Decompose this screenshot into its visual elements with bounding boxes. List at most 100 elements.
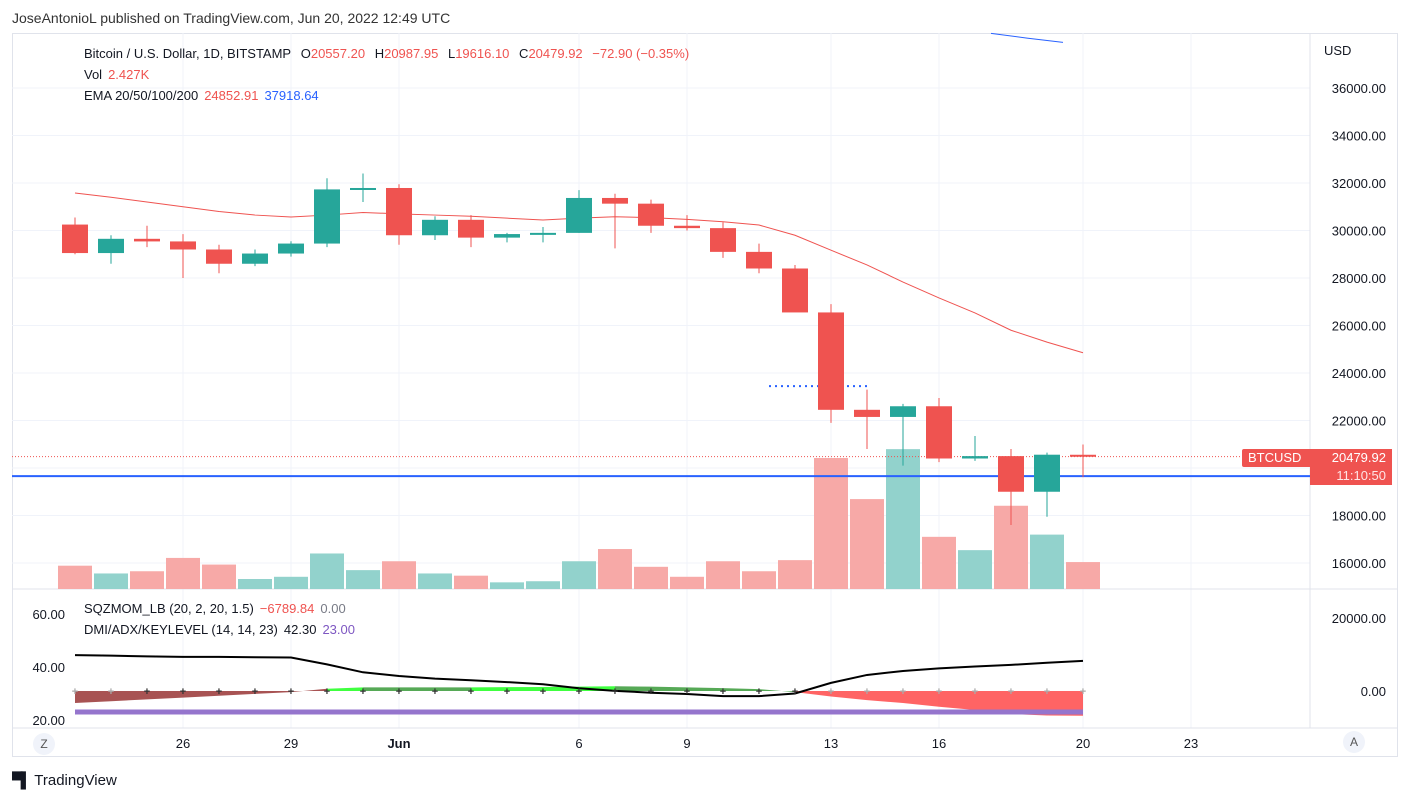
price-tick: 18000.00 (1332, 509, 1386, 524)
volume-bar (166, 557, 200, 589)
squeeze-dot: + (864, 686, 870, 698)
time-tick: 26 (176, 736, 190, 751)
volume-bar (1066, 562, 1100, 589)
momentum-area (399, 687, 435, 691)
volume-bar (130, 571, 164, 589)
adx-value: 42.30 (283, 622, 317, 637)
publish-info: JoseAntonioL published on TradingView.co… (12, 10, 451, 26)
squeeze-dot: + (216, 686, 222, 698)
candle-body (854, 409, 880, 417)
volume-bar (418, 573, 452, 589)
momentum-area (975, 691, 1011, 714)
low-value: 19616.10 (455, 46, 510, 61)
squeeze-dot: + (576, 686, 582, 698)
volume-bar (742, 571, 776, 589)
squeeze-dot: + (684, 686, 690, 698)
volume-bar (526, 581, 560, 589)
candle-body (746, 251, 772, 269)
squeeze-dot: + (504, 686, 510, 698)
brand-name: TradingView (34, 772, 117, 789)
candle-body (566, 197, 592, 233)
time-tick: 9 (683, 736, 690, 751)
price-tick: 32000.00 (1332, 176, 1386, 191)
volume-bar (310, 553, 344, 589)
momentum-area (75, 691, 111, 704)
ema50-line (990, 32, 1064, 43)
squeeze-dot: + (972, 686, 978, 698)
candle-body (422, 219, 448, 236)
squeeze-dot: + (1044, 686, 1050, 698)
close-value: 20479.92 (528, 46, 583, 61)
squeeze-dot: + (828, 686, 834, 698)
low-label: L (447, 46, 456, 61)
candle-body (890, 406, 916, 417)
momentum-area (939, 691, 975, 710)
candle-body (314, 189, 340, 244)
squeeze-dot: + (792, 686, 798, 698)
candle-body (710, 228, 736, 252)
vol-value: 2.427K (108, 67, 150, 82)
price-tag: 20479.92 11:10:50 (1310, 449, 1392, 485)
volume-bar (490, 582, 524, 589)
price-tick: 22000.00 (1332, 414, 1386, 429)
price-tick: 36000.00 (1332, 81, 1386, 96)
sqzmom-legend: SQZMOM_LB (20, 2, 20, 1.5) −6789.84 0.00 (84, 601, 352, 617)
time-tick: 16 (932, 736, 946, 751)
volume-bar (922, 536, 956, 589)
ema20-value: 24852.91 (204, 88, 259, 103)
squeeze-dot: + (288, 686, 294, 698)
momentum-tick: 20000.00 (1332, 611, 1386, 626)
ema-legend: EMA 20/50/100/200 24852.91 37918.64 (84, 88, 325, 104)
momentum-area (903, 691, 939, 707)
price-tick: 28000.00 (1332, 271, 1386, 286)
squeeze-dot: + (108, 686, 114, 698)
price-tick: 26000.00 (1332, 319, 1386, 334)
volume-bar (94, 573, 128, 589)
high-value: 20987.95 (384, 46, 439, 61)
momentum-area (291, 688, 327, 693)
momentum-area (759, 689, 795, 693)
auto-scale-button[interactable]: A (1343, 731, 1365, 753)
time-tick: 13 (824, 736, 838, 751)
candle-body (386, 187, 412, 236)
momentum-area (219, 691, 255, 696)
volume-legend: Vol 2.427K (84, 67, 155, 83)
momentum-area (471, 687, 507, 691)
adx-tick: 20.00 (32, 713, 65, 728)
candle-body (458, 219, 484, 238)
ema-label: EMA 20/50/100/200 (84, 88, 199, 103)
candle-body (638, 203, 664, 226)
momentum-area (1011, 691, 1047, 716)
sqz-label: SQZMOM_LB (20, 2, 20, 1.5) (84, 601, 254, 616)
candle-body (782, 268, 808, 313)
time-tick: 23 (1184, 736, 1198, 751)
adx-line (74, 654, 1084, 698)
volume-bar (634, 566, 668, 589)
countdown: 11:10:50 (1336, 468, 1386, 483)
adx-tick: 40.00 (32, 660, 65, 675)
open-label: O (300, 46, 311, 61)
volume-bar (346, 570, 380, 589)
volume-bar (1030, 534, 1064, 589)
volume-bar (706, 561, 740, 589)
chart-frame[interactable] (12, 33, 1398, 757)
candle-body (242, 253, 268, 264)
tradingview-logo: ▀▌ TradingView (12, 772, 117, 789)
momentum-area (651, 686, 687, 691)
candle-body (350, 187, 376, 190)
squeeze-dot: + (468, 686, 474, 698)
candle-body (1070, 454, 1096, 457)
symbol-tag: BTCUSD (1242, 449, 1310, 467)
symbol-legend: Bitcoin / U.S. Dollar, 1D, BITSTAMP O205… (84, 46, 695, 62)
volume-bar (598, 549, 632, 589)
squeeze-dot: + (252, 686, 258, 698)
candle-body (1034, 454, 1060, 492)
price-tag-value: 20479.92 (1331, 450, 1386, 465)
zoom-reset-button[interactable]: Z (33, 733, 55, 755)
momentum-area (111, 691, 147, 702)
candle-body (962, 456, 988, 459)
momentum-area (435, 687, 471, 691)
momentum-area (327, 687, 363, 691)
candle-body (98, 238, 124, 254)
